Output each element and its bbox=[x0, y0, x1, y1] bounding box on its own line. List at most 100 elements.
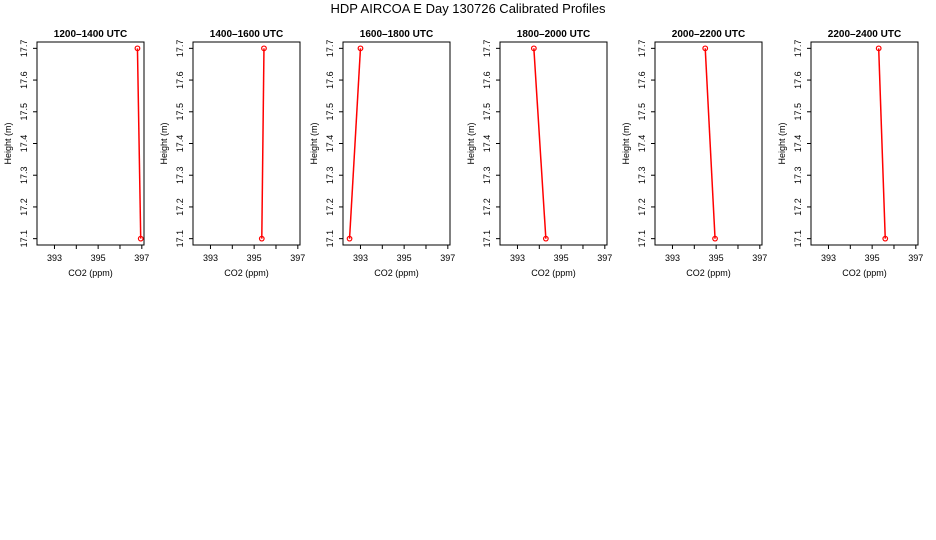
x-tick-label: 397 bbox=[908, 253, 923, 263]
y-tick-label: 17.3 bbox=[325, 166, 335, 184]
x-tick-label: 395 bbox=[865, 253, 880, 263]
panel-title: 2000–2200 UTC bbox=[672, 29, 745, 40]
plot-frame bbox=[810, 41, 919, 246]
series-line bbox=[136, 48, 142, 239]
plot-frame bbox=[654, 41, 763, 246]
y-tick-label: 17.2 bbox=[175, 198, 185, 216]
x-tick-label: 395 bbox=[247, 253, 262, 263]
panel-title: 2200–2400 UTC bbox=[828, 29, 901, 40]
profile-panel: 1800–2000 UTC 393 395 397 CO2 (ppm) 17.1 17.2 1… bbox=[466, 29, 612, 278]
y-tick-label: 17.5 bbox=[19, 103, 29, 121]
plot-frame bbox=[36, 41, 145, 246]
x-tick-label: 397 bbox=[290, 253, 305, 263]
x-tick-label: 395 bbox=[91, 253, 106, 263]
y-tick-label: 17.2 bbox=[325, 198, 335, 216]
y-tick-label: 17.4 bbox=[793, 135, 803, 153]
y-tick-label: 17.4 bbox=[19, 135, 29, 153]
panel-title: 1200–1400 UTC bbox=[54, 29, 127, 40]
x-axis-label: CO2 (ppm) bbox=[374, 268, 419, 278]
y-tick-label: 17.3 bbox=[637, 166, 647, 184]
y-tick-label: 17.5 bbox=[793, 103, 803, 121]
data-point bbox=[137, 235, 144, 242]
y-tick-label: 17.6 bbox=[325, 71, 335, 89]
x-tick-label: 393 bbox=[353, 253, 368, 263]
profile-panel: 1600–1800 UTC 393 395 397 CO2 (ppm) 17.1 17.2 1… bbox=[309, 29, 455, 278]
y-axis-label: Height (m) bbox=[621, 122, 631, 164]
data-point bbox=[261, 45, 267, 52]
x-tick-label: 393 bbox=[510, 253, 525, 263]
x-tick-label: 395 bbox=[709, 253, 724, 263]
series-line bbox=[704, 48, 716, 239]
y-tick-label: 17.4 bbox=[325, 135, 335, 153]
data-point bbox=[712, 235, 718, 242]
series-line bbox=[348, 48, 362, 239]
y-axis-label: Height (m) bbox=[159, 122, 169, 164]
data-point bbox=[357, 45, 364, 52]
y-tick-label: 17.6 bbox=[637, 71, 647, 89]
y-axis-label: Height (m) bbox=[3, 122, 13, 164]
panel-title: 1800–2000 UTC bbox=[517, 29, 590, 40]
data-point bbox=[346, 235, 353, 242]
series-line bbox=[533, 48, 547, 239]
x-tick-label: 397 bbox=[440, 253, 455, 263]
y-tick-label: 17.5 bbox=[325, 103, 335, 121]
y-tick-label: 17.4 bbox=[175, 135, 185, 153]
y-tick-label: 17.2 bbox=[19, 198, 29, 216]
y-tick-label: 17.5 bbox=[637, 103, 647, 121]
x-tick-label: 397 bbox=[752, 253, 767, 263]
y-tick-label: 17.1 bbox=[637, 230, 647, 248]
y-tick-label: 17.7 bbox=[325, 40, 335, 58]
x-axis-label: CO2 (ppm) bbox=[224, 268, 269, 278]
y-tick-label: 17.6 bbox=[19, 71, 29, 89]
data-point bbox=[875, 45, 882, 52]
y-tick-label: 17.3 bbox=[175, 166, 185, 184]
x-tick-label: 393 bbox=[821, 253, 836, 263]
data-point bbox=[702, 45, 709, 52]
y-tick-label: 17.5 bbox=[482, 103, 492, 121]
x-tick-label: 393 bbox=[47, 253, 62, 263]
y-tick-label: 17.1 bbox=[19, 230, 29, 248]
y-axis-label: Height (m) bbox=[466, 122, 476, 164]
y-axis-label: Height (m) bbox=[777, 122, 787, 164]
panel-title: 1400–1600 UTC bbox=[210, 29, 283, 40]
x-axis-label: CO2 (ppm) bbox=[68, 268, 113, 278]
x-tick-label: 397 bbox=[134, 253, 149, 263]
y-axis-label: Height (m) bbox=[309, 122, 319, 164]
y-tick-label: 17.4 bbox=[637, 135, 647, 153]
profile-panel: 1400–1600 UTC 393 395 397 CO2 (ppm) 17.1 17.2 1… bbox=[159, 29, 305, 278]
y-tick-label: 17.1 bbox=[793, 230, 803, 248]
data-point bbox=[258, 235, 265, 242]
x-tick-label: 395 bbox=[554, 253, 569, 263]
x-tick-label: 393 bbox=[665, 253, 680, 263]
x-axis-label: CO2 (ppm) bbox=[531, 268, 576, 278]
y-tick-label: 17.7 bbox=[637, 40, 647, 58]
data-point bbox=[882, 235, 889, 242]
y-tick-label: 17.7 bbox=[482, 40, 492, 58]
y-tick-label: 17.3 bbox=[482, 166, 492, 184]
y-tick-label: 17.6 bbox=[482, 71, 492, 89]
data-point bbox=[542, 235, 549, 242]
y-tick-label: 17.7 bbox=[175, 40, 185, 58]
x-tick-label: 395 bbox=[397, 253, 412, 263]
series-line bbox=[877, 48, 886, 239]
y-tick-label: 17.2 bbox=[482, 198, 492, 216]
plot-frame bbox=[192, 41, 301, 246]
data-point bbox=[530, 45, 537, 52]
x-tick-label: 393 bbox=[203, 253, 218, 263]
y-tick-label: 17.7 bbox=[793, 40, 803, 58]
figure-title: HDP AIRCOA E Day 130726 Calibrated Profi… bbox=[330, 1, 606, 16]
x-axis-label: CO2 (ppm) bbox=[686, 268, 731, 278]
profile-panel: 2200–2400 UTC 393 395 397 CO2 (ppm) 17.1 17.2 1… bbox=[777, 29, 923, 278]
y-tick-label: 17.6 bbox=[175, 71, 185, 89]
x-tick-label: 397 bbox=[597, 253, 612, 263]
profile-panel: 1200–1400 UTC 393 395 397 CO2 (ppm) 17.1 17.2 1… bbox=[3, 29, 149, 278]
y-tick-label: 17.5 bbox=[175, 103, 185, 121]
plot-frame bbox=[499, 41, 608, 246]
y-tick-label: 17.3 bbox=[19, 166, 29, 184]
x-axis-label: CO2 (ppm) bbox=[842, 268, 887, 278]
y-tick-label: 17.6 bbox=[793, 71, 803, 89]
y-tick-label: 17.7 bbox=[19, 40, 29, 58]
y-tick-label: 17.1 bbox=[482, 230, 492, 248]
series-line bbox=[261, 48, 265, 239]
